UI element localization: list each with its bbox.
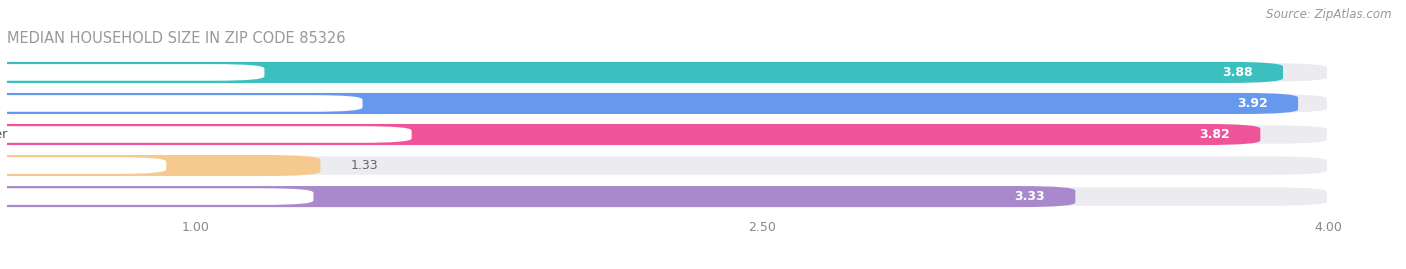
FancyBboxPatch shape bbox=[0, 93, 1298, 114]
Text: 3.33: 3.33 bbox=[1015, 190, 1045, 203]
FancyBboxPatch shape bbox=[0, 155, 321, 176]
FancyBboxPatch shape bbox=[0, 93, 1329, 114]
FancyBboxPatch shape bbox=[0, 124, 1329, 145]
FancyBboxPatch shape bbox=[0, 186, 1076, 207]
Text: Single Female/Mother: Single Female/Mother bbox=[0, 128, 7, 141]
FancyBboxPatch shape bbox=[0, 186, 1329, 207]
FancyBboxPatch shape bbox=[0, 189, 312, 204]
FancyBboxPatch shape bbox=[0, 127, 411, 142]
FancyBboxPatch shape bbox=[0, 62, 1284, 83]
Text: 3.82: 3.82 bbox=[1199, 128, 1230, 141]
FancyBboxPatch shape bbox=[0, 158, 166, 173]
Text: 3.92: 3.92 bbox=[1237, 97, 1268, 110]
Text: MEDIAN HOUSEHOLD SIZE IN ZIP CODE 85326: MEDIAN HOUSEHOLD SIZE IN ZIP CODE 85326 bbox=[7, 31, 346, 46]
FancyBboxPatch shape bbox=[0, 65, 264, 80]
Text: 3.88: 3.88 bbox=[1222, 66, 1253, 79]
Text: Source: ZipAtlas.com: Source: ZipAtlas.com bbox=[1267, 8, 1392, 21]
FancyBboxPatch shape bbox=[0, 96, 361, 111]
FancyBboxPatch shape bbox=[0, 62, 1329, 83]
Text: 1.33: 1.33 bbox=[350, 159, 378, 172]
FancyBboxPatch shape bbox=[0, 155, 1329, 176]
FancyBboxPatch shape bbox=[0, 124, 1260, 145]
